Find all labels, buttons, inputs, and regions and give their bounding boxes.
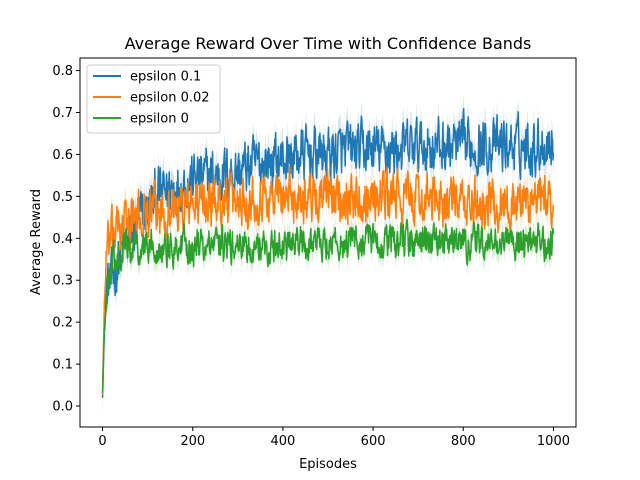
y-tick-label: 0.2	[52, 316, 73, 331]
y-tick-label: 0.5	[52, 190, 73, 205]
series-line-3	[101, 218, 555, 393]
y-tick-label: 0.4	[52, 232, 73, 247]
x-tick-label: 0	[98, 434, 106, 449]
plot-area	[101, 93, 555, 413]
y-axis: 0.0 0.1 0.2 0.3 0.4 0.5 0.6 0.7 0.8	[52, 64, 80, 415]
legend-label-3: epsilon 0	[130, 112, 189, 127]
chart-title: Average Reward Over Time with Confidence…	[125, 34, 532, 53]
y-tick-label: 0.7	[52, 106, 73, 121]
y-axis-title: Average Reward	[29, 189, 44, 295]
series-line-1	[101, 107, 555, 398]
x-tick-label: 800	[451, 434, 476, 449]
y-tick-label: 0.8	[52, 64, 73, 79]
y-tick-label: 0.1	[52, 358, 73, 373]
plot-frame	[79, 57, 577, 428]
x-axis: 0 200 400 600 800 1000	[98, 427, 570, 449]
legend: epsilon 0.1 epsilon 0.02 epsilon 0	[86, 64, 221, 134]
y-tick-label: 0.0	[52, 400, 73, 415]
x-axis-title: Episodes	[299, 457, 357, 472]
y-tick-label: 0.3	[52, 274, 73, 289]
x-tick-label: 600	[361, 434, 386, 449]
confidence-band-3	[102, 209, 554, 404]
legend-label-1: epsilon 0.1	[130, 70, 201, 85]
y-tick-label: 0.6	[52, 148, 73, 163]
series-line-2	[101, 166, 555, 395]
x-tick-label: 200	[180, 434, 205, 449]
x-tick-label: 1000	[537, 434, 570, 449]
x-tick-label: 400	[270, 434, 295, 449]
legend-box	[86, 64, 221, 134]
legend-label-2: epsilon 0.02	[130, 91, 210, 106]
